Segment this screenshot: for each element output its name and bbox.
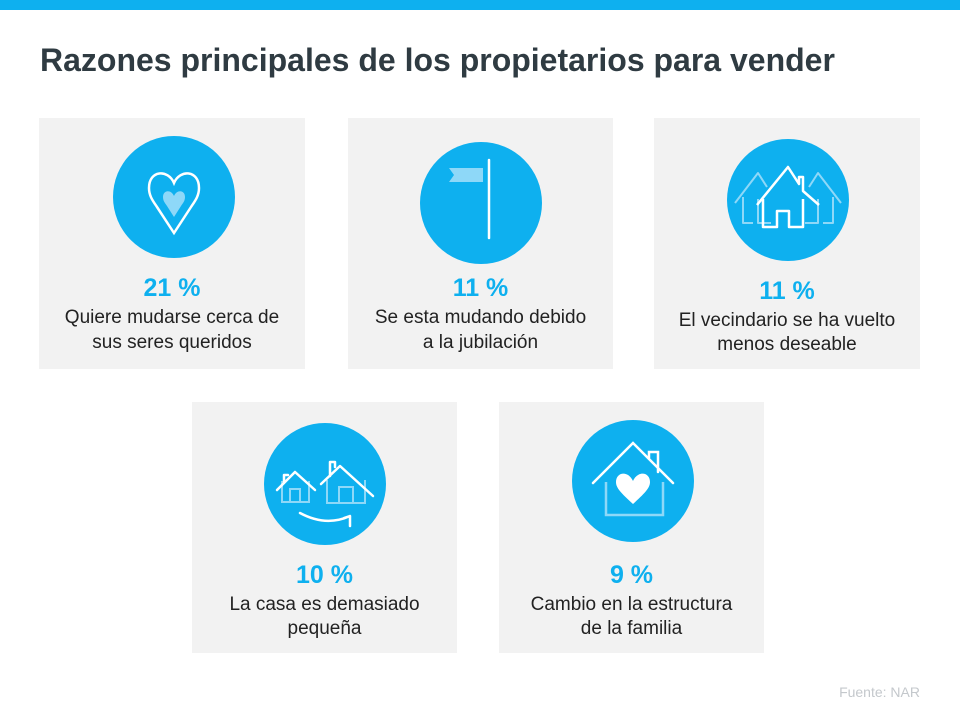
reason-label-line2: a la jubilación: [422, 332, 539, 353]
reason-percent: 11 %: [452, 274, 509, 302]
house-heart-icon: [572, 420, 694, 542]
house-upgrade-icon: [264, 423, 386, 545]
flag-icon: [420, 142, 542, 264]
reason-label-line2: de la familia: [580, 618, 683, 639]
neighborhood-houses-icon: [727, 139, 849, 261]
reason-label-line1: El vecindario se ha vuelto: [678, 310, 896, 331]
reason-label-line1: Quiere mudarse cerca de: [64, 307, 280, 328]
page-title: Razones principales de los propietarios …: [40, 42, 835, 78]
reason-card: 10 % La casa es demasiado pequeña: [192, 402, 457, 653]
reason-label-line2: menos deseable: [717, 334, 857, 355]
reason-card: 11 % El vecindario se ha vuelto menos de…: [654, 118, 920, 369]
reason-label-line1: Se esta mudando debido: [374, 307, 587, 328]
reason-card: 9 % Cambio en la estructura de la famili…: [499, 402, 764, 653]
reason-percent: 9 %: [609, 561, 654, 589]
reason-percent: 10 %: [296, 561, 353, 589]
reason-label-line2: pequeña: [287, 618, 362, 639]
reason-label-line1: Cambio en la estructura: [530, 594, 733, 615]
top-accent-bar: [0, 0, 960, 10]
source-note: Fuente: NAR: [839, 684, 920, 700]
reason-card: 21 % Quiere mudarse cerca de sus seres q…: [39, 118, 305, 369]
reason-label-line2: sus seres queridos: [92, 332, 252, 353]
heart-icon: [113, 136, 235, 258]
reason-card: 11 % Se esta mudando debido a la jubilac…: [348, 118, 613, 369]
reason-label-line1: La casa es demasiado: [229, 594, 420, 615]
reason-percent: 11 %: [759, 277, 815, 305]
reason-percent: 21 %: [143, 274, 201, 302]
